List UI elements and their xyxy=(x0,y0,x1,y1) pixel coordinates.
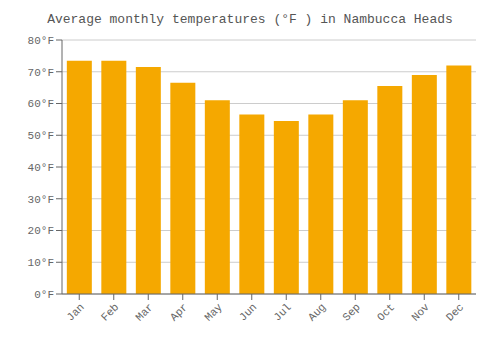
svg-text:Nov: Nov xyxy=(409,301,432,324)
svg-text:10°F: 10°F xyxy=(28,257,54,269)
svg-text:0°F: 0°F xyxy=(34,289,54,301)
svg-text:Dec: Dec xyxy=(444,301,466,323)
svg-text:May: May xyxy=(202,301,225,324)
html-text:Average monthly temperatures (: Average monthly temperatures (°F ) in Na… xyxy=(47,12,453,27)
svg-text:40°F: 40°F xyxy=(28,162,54,174)
svg-text:70°F: 70°F xyxy=(28,67,54,79)
svg-text:Mar: Mar xyxy=(133,301,155,323)
svg-text:30°F: 30°F xyxy=(28,194,54,206)
svg-text:60°F: 60°F xyxy=(28,98,54,110)
svg-text:Jul: Jul xyxy=(271,301,293,323)
svg-text:Jan: Jan xyxy=(64,301,86,323)
svg-text:Apr: Apr xyxy=(168,301,190,323)
svg-text:Sep: Sep xyxy=(340,301,362,323)
svg-text:Feb: Feb xyxy=(99,301,121,323)
svg-text:Jun: Jun xyxy=(237,301,259,323)
svg-text:80°F: 80°F xyxy=(28,35,54,47)
svg-text:50°F: 50°F xyxy=(28,130,54,142)
svg-text:Aug: Aug xyxy=(306,301,328,323)
svg-text:20°F: 20°F xyxy=(28,225,54,237)
svg-text:Oct: Oct xyxy=(375,301,397,323)
